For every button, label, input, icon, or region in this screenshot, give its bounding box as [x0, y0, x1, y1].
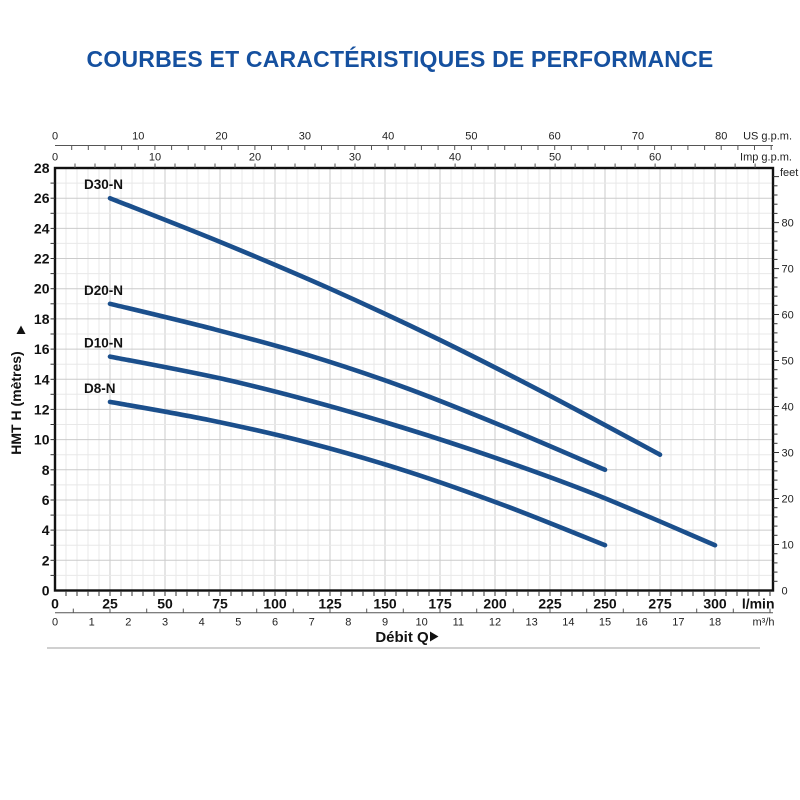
- imp-gpm-tick-label: 20: [249, 152, 261, 164]
- curve-D10-N: [107, 354, 718, 548]
- m3h-tick-label: 5: [235, 617, 241, 629]
- up-arrow-icon: [16, 325, 26, 334]
- feet-tick-label: 50: [782, 356, 794, 368]
- x-axis-title: Débit Q: [375, 629, 429, 646]
- us-gpm-unit-label: US g.p.m.: [743, 131, 792, 143]
- metres-tick-label: 24: [34, 220, 50, 236]
- imp-gpm-tick-label: 50: [549, 152, 561, 164]
- right-arrow-icon: [430, 631, 439, 642]
- curve-label-D30-N: D30-N: [84, 177, 123, 192]
- m3h-tick-label: 1: [89, 617, 95, 629]
- curve-label-D8-N: D8-N: [84, 381, 116, 396]
- us-gpm-tick-label: 40: [382, 131, 394, 143]
- feet-tick-label: 10: [782, 540, 794, 552]
- curve-D20-N: [107, 301, 608, 473]
- lpm-tick-label: 300: [703, 596, 727, 612]
- lpm-tick-label: 125: [318, 596, 342, 612]
- feet-tick-label: 80: [782, 218, 794, 230]
- metres-tick-label: 12: [34, 401, 50, 417]
- us-gpm-tick-label: 70: [632, 131, 644, 143]
- metres-tick-label: 0: [42, 583, 50, 599]
- lpm-tick-label: 200: [483, 596, 507, 612]
- feet-tick-label: 70: [782, 264, 794, 276]
- metres-tick-label: 10: [34, 432, 50, 448]
- metres-tick-label: 14: [34, 371, 50, 387]
- metres-tick-label: 18: [34, 311, 50, 327]
- feet-tick-label: 0: [782, 586, 788, 598]
- imp-gpm-tick-label: 0: [52, 152, 58, 164]
- us-gpm-tick-label: 0: [52, 131, 58, 143]
- m3h-tick-label: 7: [309, 617, 315, 629]
- page-title: COURBES ET CARACTÉRISTIQUES DE PERFORMAN…: [86, 46, 714, 72]
- us-gpm-tick-label: 30: [299, 131, 311, 143]
- feet-tick-label: 20: [782, 494, 794, 506]
- lpm-tick-label: 100: [263, 596, 287, 612]
- metres-tick-label: 26: [34, 190, 50, 206]
- m3h-tick-label: 16: [636, 617, 648, 629]
- y-axis-title: HMT H (mètres): [8, 351, 24, 454]
- m3h-tick-label: 8: [345, 617, 351, 629]
- curve-D30-N: [107, 195, 663, 457]
- m3h-unit-label: m³/h: [753, 617, 775, 629]
- lpm-tick-label: 75: [212, 596, 228, 612]
- m3h-tick-label: 3: [162, 617, 168, 629]
- metres-tick-label: 16: [34, 341, 50, 357]
- m3h-tick-label: 6: [272, 617, 278, 629]
- m3h-tick-label: 13: [526, 617, 538, 629]
- curve-label-D10-N: D10-N: [84, 336, 123, 351]
- m3h-tick-label: 14: [562, 617, 574, 629]
- metres-tick-label: 8: [42, 462, 50, 478]
- feet-tick-label: 40: [782, 402, 794, 414]
- metres-tick-label: 22: [34, 251, 50, 267]
- metres-tick-label: 4: [42, 522, 50, 538]
- lpm-tick-label: 0: [51, 596, 59, 612]
- metres-tick-label: 6: [42, 492, 50, 508]
- imp-gpm-tick-label: 60: [649, 152, 661, 164]
- curve-D8-N: [107, 399, 608, 548]
- lpm-unit-label: l/min: [742, 596, 775, 612]
- m3h-tick-label: 4: [199, 617, 205, 629]
- lpm-tick-label: 275: [648, 596, 672, 612]
- metres-tick-label: 28: [34, 160, 50, 176]
- lpm-tick-label: 225: [538, 596, 562, 612]
- m3h-tick-label: 9: [382, 617, 388, 629]
- m3h-tick-label: 0: [52, 617, 58, 629]
- feet-tick-label: 60: [782, 310, 794, 322]
- metres-tick-label: 2: [42, 552, 50, 568]
- imp-gpm-tick-label: 30: [349, 152, 361, 164]
- m3h-tick-label: 12: [489, 617, 501, 629]
- us-gpm-tick-label: 10: [132, 131, 144, 143]
- m3h-tick-label: 15: [599, 617, 611, 629]
- lpm-tick-label: 50: [157, 596, 173, 612]
- lpm-tick-label: 150: [373, 596, 397, 612]
- lpm-tick-label: 250: [593, 596, 617, 612]
- us-gpm-tick-label: 60: [549, 131, 561, 143]
- m3h-tick-label: 17: [672, 617, 684, 629]
- curve-label-D20-N: D20-N: [84, 283, 123, 298]
- feet-tick-label: 30: [782, 448, 794, 460]
- metres-tick-label: 20: [34, 281, 50, 297]
- imp-gpm-tick-label: 40: [449, 152, 461, 164]
- m3h-tick-label: 18: [709, 617, 721, 629]
- lpm-tick-label: 175: [428, 596, 452, 612]
- feet-unit-label: feet: [780, 167, 798, 179]
- m3h-tick-label: 2: [125, 617, 131, 629]
- us-gpm-tick-label: 50: [465, 131, 477, 143]
- m3h-tick-label: 11: [453, 617, 464, 629]
- us-gpm-tick-label: 80: [715, 131, 727, 143]
- lpm-tick-label: 25: [102, 596, 118, 612]
- imp-gpm-unit-label: Imp g.p.m.: [740, 152, 792, 164]
- m3h-tick-label: 10: [416, 617, 428, 629]
- us-gpm-tick-label: 20: [215, 131, 227, 143]
- imp-gpm-tick-label: 10: [149, 152, 161, 164]
